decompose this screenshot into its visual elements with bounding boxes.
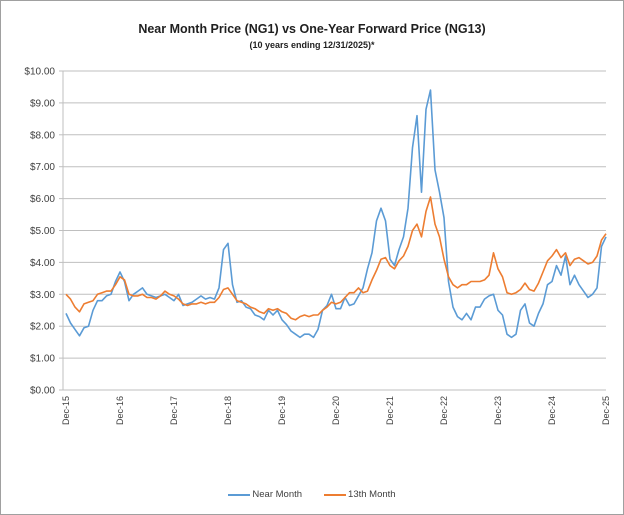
legend: Near Month 13th Month	[0, 489, 624, 500]
x-tick-label: Dec-21	[385, 396, 395, 425]
y-tick-label: $8.00	[30, 130, 55, 141]
x-tick-label: Dec-17	[169, 396, 179, 425]
x-tick-label: Dec-16	[115, 396, 125, 425]
y-tick-label: $9.00	[30, 98, 55, 109]
x-tick-label: Dec-19	[277, 396, 287, 425]
y-tick-label: $4.00	[30, 258, 55, 269]
legend-label-near-month: Near Month	[252, 489, 303, 500]
legend-item-near-month[interactable]: Near Month	[228, 489, 302, 500]
x-tick-label: Dec-23	[493, 396, 503, 425]
y-tick-label: $0.00	[30, 386, 55, 397]
x-tick-label: Dec-24	[547, 396, 557, 425]
chart-subtitle: (10 years ending 12/31/2025)*	[249, 40, 375, 50]
legend-label-13th-month: 13th Month	[348, 489, 396, 500]
x-tick-label: Dec-20	[331, 396, 341, 425]
gridlines	[63, 70, 606, 359]
legend-item-13th-month[interactable]: 13th Month	[324, 489, 396, 500]
y-tick-label: $10.00	[24, 67, 55, 78]
y-tick-label: $6.00	[30, 194, 55, 205]
x-tick-label: Dec-15	[61, 396, 71, 425]
legend-swatch-13th-month	[324, 493, 347, 496]
axes	[59, 70, 606, 391]
y-tick-label: $3.00	[30, 290, 55, 301]
series-lines	[65, 89, 607, 339]
legend-swatch-near-month	[228, 493, 251, 496]
x-tick-label: Dec-18	[223, 396, 233, 425]
series-line-near-month	[65, 89, 607, 339]
y-tick-label: $7.00	[30, 162, 55, 173]
y-axis-tick-labels: $0.00 $1.00 $2.00 $3.00 $4.00 $5.00 $6.00 $7.00…	[24, 67, 55, 397]
x-axis-tick-labels: Dec-15 Dec-16 Dec-17 Dec-18 Dec-19 Dec-20 Dec-…	[61, 396, 611, 425]
x-tick-label: Dec-22	[439, 396, 449, 425]
y-tick-label: $2.00	[30, 322, 55, 333]
y-tick-label: $5.00	[30, 226, 55, 237]
chart-title: Near Month Price (NG1) vs One-Year Forwa…	[138, 22, 486, 36]
x-tick-label: Dec-25	[601, 396, 611, 425]
y-tick-label: $1.00	[30, 354, 55, 365]
series-line-13th-month	[65, 196, 607, 321]
